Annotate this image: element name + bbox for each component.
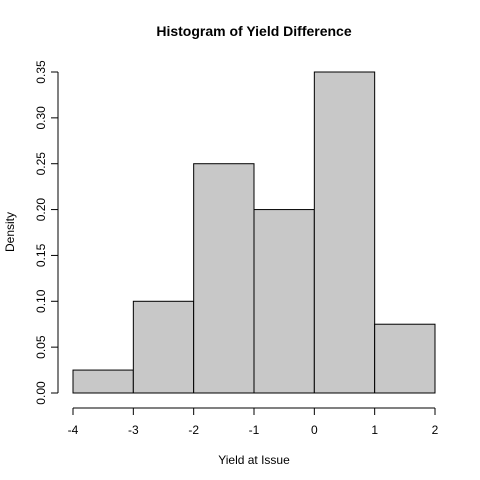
y-tick-label: 0.20	[34, 198, 48, 222]
histogram-bar	[254, 210, 314, 393]
y-tick-label: 0.15	[34, 243, 48, 267]
bars-layer	[73, 72, 435, 393]
y-tick-label: 0.05	[34, 335, 48, 359]
x-tick-label: 0	[311, 423, 318, 437]
chart-title: Histogram of Yield Difference	[156, 23, 351, 39]
x-tick-label: 2	[432, 423, 439, 437]
histogram-bar	[194, 164, 254, 393]
y-tick-label: 0.35	[34, 60, 48, 84]
y-tick-label: 0.25	[34, 152, 48, 176]
y-tick-label: 0.30	[34, 106, 48, 130]
x-axis: -4 -3 -2 -1 0 1 2	[68, 408, 439, 437]
histogram-bar	[73, 370, 133, 393]
x-tick-label: -1	[249, 423, 260, 437]
y-tick-label: 0.10	[34, 289, 48, 313]
histogram-bar	[133, 301, 193, 393]
x-tick-label: -4	[68, 423, 79, 437]
x-tick-label: -3	[128, 423, 139, 437]
x-axis-label: Yield at Issue	[218, 453, 290, 467]
x-tick-label: -2	[188, 423, 199, 437]
x-tick-label: 1	[371, 423, 378, 437]
histogram-bar	[314, 72, 374, 393]
y-axis: 0.00 0.05 0.10 0.15 0.20 0.25 0.30 0.35	[34, 60, 58, 405]
y-axis-label: Density	[3, 212, 17, 252]
y-tick-label: 0.00	[34, 381, 48, 405]
histogram-bar	[375, 324, 435, 393]
